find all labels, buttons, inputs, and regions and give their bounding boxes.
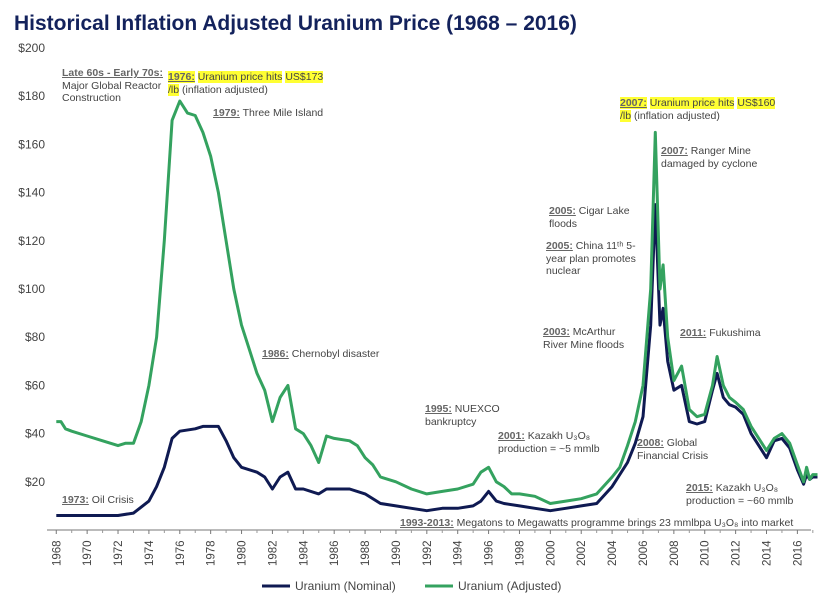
annotation: Late 60s - Early 70s: Major Global React… <box>62 67 174 105</box>
annotation: 2007: Ranger Mine damaged by cyclone <box>661 145 771 170</box>
y-tick-label: $200 <box>18 41 45 55</box>
annotation-text: Uranium price hits <box>649 97 735 109</box>
annotation: 1995: NUEXCO bankruptcy <box>425 403 520 428</box>
annotation-label: 2005: <box>549 205 576 217</box>
annotation-label: 1993-2013: <box>400 517 454 529</box>
x-tick-label: 1978 <box>206 540 218 566</box>
y-tick-label: $60 <box>25 378 45 392</box>
annotation-label: 1973: <box>62 494 89 506</box>
annotation: 2008: Global Financial Crisis <box>637 437 729 462</box>
annotation-text: Three Mile Island <box>242 107 324 119</box>
annotation: 2015: Kazakh U₃O₈ production = ~60 mmlb <box>686 482 811 507</box>
x-tick-label: 1986 <box>329 540 341 566</box>
annotation-label: 2007: <box>661 145 688 157</box>
x-tick-label: 2000 <box>545 540 557 566</box>
annotation-label: 2011: <box>680 327 707 339</box>
y-tick-label: $120 <box>18 234 45 248</box>
x-tick-label: 1990 <box>391 540 403 566</box>
y-tick-label: $140 <box>18 186 45 200</box>
x-tick-label: 1994 <box>453 540 465 566</box>
annotation: 2011: Fukushima <box>680 327 800 340</box>
annotation-label: 2001: <box>498 430 525 442</box>
annotation-label: 2015: <box>686 482 713 494</box>
annotation-text: McArthur River Mine floods <box>543 326 625 351</box>
annotation-label: 2008: <box>637 437 664 449</box>
x-tick-label: 1996 <box>484 540 496 566</box>
x-tick-label: 2006 <box>638 540 650 566</box>
annotation-text: Fukushima <box>709 327 761 339</box>
x-tick-label: 1998 <box>514 540 526 566</box>
annotation: 2005: Cigar Lake floods <box>549 205 634 230</box>
annotation-label: 1979: <box>213 107 240 119</box>
annotation-label: 2007: <box>620 97 647 109</box>
x-tick-label: 1984 <box>298 540 310 566</box>
annotation-text: China 11ᵗʰ 5-year plan promotes nuclear <box>546 240 636 277</box>
x-tick-label: 2010 <box>700 540 712 566</box>
x-tick-label: 2014 <box>762 540 774 566</box>
x-tick-label: 1976 <box>175 540 187 566</box>
y-tick-label: $180 <box>18 89 45 103</box>
annotation-text: Kazakh U₃O₈ production = ~60 mmlb <box>686 482 794 507</box>
annotation: 2003: McArthur River Mine floods <box>543 326 638 351</box>
chart-title: Historical Inflation Adjusted Uranium Pr… <box>14 12 577 35</box>
annotation-text: Megatons to Megawatts programme brings 2… <box>456 517 794 529</box>
x-tick-label: 1972 <box>113 540 125 566</box>
legend-label: Uranium (Adjusted) <box>458 579 561 593</box>
y-tick-label: $100 <box>18 282 45 296</box>
annotation-text: (inflation adjusted) <box>182 83 268 96</box>
annotation: 1973: Oil Crisis <box>62 494 182 507</box>
x-tick-label: 1968 <box>51 540 63 566</box>
x-tick-label: 1988 <box>360 540 372 566</box>
annotation-label: 1986: <box>262 348 289 360</box>
annotation-text: NUEXCO bankruptcy <box>425 403 500 428</box>
annotation-text: Major Global Reactor Construction <box>62 79 162 105</box>
annotation-text: Oil Crisis <box>91 494 134 506</box>
annotation-label: 2005: <box>546 240 573 252</box>
legend-label: Uranium (Nominal) <box>295 579 396 593</box>
y-tick-label: $20 <box>25 475 45 489</box>
x-tick-label: 2012 <box>731 540 743 566</box>
annotation-text: Chernobyl disaster <box>291 348 380 360</box>
annotation-text: Ranger Mine damaged by cyclone <box>661 145 758 170</box>
y-tick-label: $80 <box>25 330 45 344</box>
x-tick-label: 1970 <box>82 540 94 566</box>
annotation-label: 1995: <box>425 403 452 415</box>
x-tick-label: 1992 <box>422 540 434 566</box>
annotation: 1986: Chernobyl disaster <box>262 348 422 361</box>
annotation: 1976: Uranium price hits US$173 /lb (inf… <box>168 71 328 96</box>
x-tick-label: 1982 <box>267 540 279 566</box>
annotation: 2007: Uranium price hits US$160 /lb (inf… <box>620 97 780 122</box>
x-tick-label: 2016 <box>792 540 804 566</box>
annotation: 1979: Three Mile Island <box>213 107 373 120</box>
annotation-label: 2003: <box>543 326 570 338</box>
annotation-text: (inflation adjusted) <box>634 109 720 122</box>
x-tick-label: 2004 <box>607 540 619 566</box>
series-line <box>56 203 818 517</box>
x-tick-label: 2002 <box>576 540 588 566</box>
x-tick-label: 2008 <box>669 540 681 566</box>
annotation: 2001: Kazakh U₃O₈ production = ~5 mmlb <box>498 430 610 455</box>
annotation-label: 1976: <box>168 71 195 83</box>
annotation-text: Global Financial Crisis <box>637 437 709 462</box>
annotation-text: Kazakh U₃O₈ production = ~5 mmlb <box>498 430 600 455</box>
x-tick-label: 1980 <box>237 540 249 566</box>
annotation-text: Uranium price hits <box>197 71 283 83</box>
annotation-label: Late 60s - Early 70s: <box>62 67 163 79</box>
annotation-text: Cigar Lake floods <box>549 205 630 230</box>
y-tick-label: $40 <box>25 427 45 441</box>
series-line <box>56 99 818 505</box>
y-tick-label: $160 <box>18 137 45 151</box>
x-tick-label: 1974 <box>144 540 156 566</box>
annotation: 2005: China 11ᵗʰ 5-year plan promotes nu… <box>546 240 641 278</box>
annotation: 1993-2013: Megatons to Megawatts program… <box>400 517 825 530</box>
